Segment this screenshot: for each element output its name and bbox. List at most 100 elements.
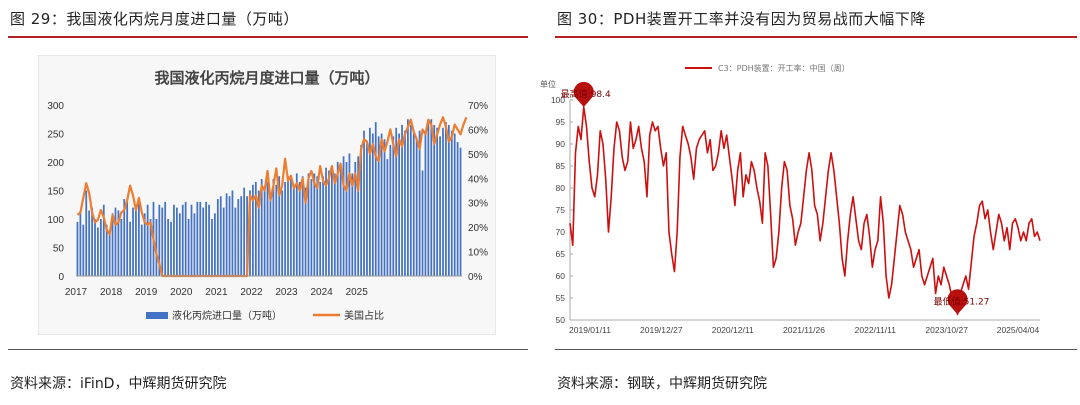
bar-month-25 bbox=[146, 204, 149, 276]
y-axis-unit-label: 单位 bbox=[540, 79, 556, 89]
legend-swatch-bar bbox=[146, 312, 168, 319]
bar-month-49 bbox=[216, 199, 219, 276]
bar-month-51 bbox=[222, 207, 225, 276]
bar-month-77 bbox=[298, 181, 301, 276]
bar-month-70 bbox=[278, 176, 281, 276]
bar-month-6 bbox=[91, 207, 93, 276]
bar-month-24 bbox=[143, 213, 146, 276]
bar-month-126 bbox=[442, 127, 444, 276]
x-tick-2022/11/11: 2022/11/11 bbox=[855, 325, 897, 335]
bar-month-127 bbox=[445, 122, 447, 276]
x-tick-2023/10/27: 2023/10/27 bbox=[925, 325, 968, 335]
min-value-marker: 最低值:51.27 bbox=[934, 289, 990, 315]
bar-month-105 bbox=[380, 133, 383, 276]
x-tick-2019: 2019 bbox=[135, 287, 158, 298]
bar-month-112 bbox=[401, 124, 403, 276]
y-right-tick-50: 50% bbox=[468, 150, 488, 161]
source-rule-left bbox=[8, 349, 528, 350]
bar-month-130 bbox=[453, 133, 456, 276]
min-pin-icon bbox=[947, 289, 968, 315]
bar-month-11 bbox=[105, 224, 108, 276]
bar-month-96 bbox=[354, 162, 357, 276]
x-tick-2021: 2021 bbox=[205, 287, 228, 298]
source-note-left: 资料来源：iFinD，中辉期货研究院 bbox=[10, 376, 227, 392]
bar-month-89 bbox=[333, 173, 336, 276]
y-tick-75: 75 bbox=[556, 205, 566, 215]
bar-month-111 bbox=[398, 133, 400, 276]
bar-month-101 bbox=[369, 127, 371, 276]
bar-month-97 bbox=[357, 156, 360, 276]
bar-month-7 bbox=[94, 219, 96, 276]
bar-month-55 bbox=[234, 207, 237, 276]
bar-month-4 bbox=[85, 190, 88, 276]
bar-month-21 bbox=[135, 210, 137, 276]
bar-month-115 bbox=[409, 124, 412, 276]
line-series-us-share bbox=[76, 116, 468, 278]
bar-month-87 bbox=[328, 170, 330, 276]
y-tick-95: 95 bbox=[556, 117, 566, 127]
bar-month-28 bbox=[155, 219, 158, 276]
bar-month-81 bbox=[310, 179, 313, 276]
min-value-label: 最低值:51.27 bbox=[934, 295, 990, 307]
bar-month-100 bbox=[366, 142, 368, 276]
y-tick-65: 65 bbox=[556, 249, 566, 259]
bar-month-65 bbox=[263, 187, 266, 276]
bar-month-82 bbox=[313, 173, 316, 276]
bar-month-98 bbox=[360, 144, 362, 276]
bar-month-57 bbox=[240, 196, 243, 276]
bar-month-46 bbox=[208, 204, 210, 276]
bar-month-114 bbox=[407, 119, 409, 276]
bar-month-15 bbox=[117, 210, 120, 276]
bar-month-62 bbox=[254, 181, 257, 276]
max-pin-icon bbox=[573, 81, 594, 108]
bar-month-125 bbox=[439, 136, 441, 276]
x-axis-ticks: 2017 2018 2019 2020 2021 2022 2023 2024 2025 bbox=[65, 287, 368, 298]
bar-month-34 bbox=[173, 204, 175, 276]
bar-month-56 bbox=[237, 199, 240, 276]
bar-month-13 bbox=[111, 213, 114, 276]
y-tick-100: 100 bbox=[551, 95, 565, 105]
bar-month-26 bbox=[149, 219, 152, 276]
y-right-tick-70: 70% bbox=[468, 101, 488, 112]
bar-month-36 bbox=[178, 213, 181, 276]
bar-month-63 bbox=[257, 190, 260, 276]
bar-month-3 bbox=[82, 224, 85, 276]
legend-label-bar: 液化丙烷进口量（万吨） bbox=[172, 309, 282, 322]
x-tick-2020: 2020 bbox=[170, 287, 193, 298]
bar-month-5 bbox=[88, 210, 91, 276]
y-right-tick-20: 20% bbox=[468, 223, 488, 234]
legend-label: C3：PDH装置：开工率：中国（周） bbox=[718, 63, 850, 73]
bar-month-29 bbox=[158, 204, 161, 276]
y-right-tick-40: 40% bbox=[468, 174, 488, 185]
y-left-tick-150: 150 bbox=[47, 187, 64, 198]
line-series-utilization bbox=[569, 106, 1041, 316]
figure-30-caption: 图 30：PDH装置开工率并没有因为贸易战而大幅下降 bbox=[557, 10, 926, 28]
bar-month-103 bbox=[374, 122, 377, 276]
bar-month-23 bbox=[140, 224, 143, 276]
y-tick-70: 70 bbox=[556, 227, 566, 237]
bar-month-42 bbox=[196, 201, 199, 276]
x-tick-2022: 2022 bbox=[240, 287, 263, 298]
bar-month-116 bbox=[412, 133, 415, 276]
x-tick-2019/12/27: 2019/12/27 bbox=[640, 325, 683, 335]
bar-month-35 bbox=[176, 207, 178, 276]
bar-month-78 bbox=[301, 176, 304, 276]
bar-month-109 bbox=[392, 136, 395, 276]
bar-month-71 bbox=[281, 190, 284, 276]
bar-month-32 bbox=[167, 219, 169, 276]
bar-month-132 bbox=[459, 147, 462, 276]
bar-month-129 bbox=[450, 130, 453, 276]
bar-month-83 bbox=[316, 176, 319, 276]
bar-month-79 bbox=[304, 187, 307, 276]
bar-month-50 bbox=[219, 196, 222, 276]
bar-month-106 bbox=[383, 139, 386, 276]
bar-month-16 bbox=[120, 219, 123, 276]
source-note-right: 资料来源：钢联，中辉期货研究院 bbox=[557, 376, 767, 392]
bar-month-94 bbox=[348, 153, 351, 276]
bar-month-33 bbox=[170, 221, 172, 276]
y-axis-ticks: 50 55 60 65 70 75 80 85 90 95 100 bbox=[551, 95, 573, 325]
bar-month-30 bbox=[161, 207, 164, 276]
bar-month-76 bbox=[295, 173, 298, 276]
bar-month-80 bbox=[307, 173, 310, 276]
bar-month-68 bbox=[272, 179, 275, 276]
